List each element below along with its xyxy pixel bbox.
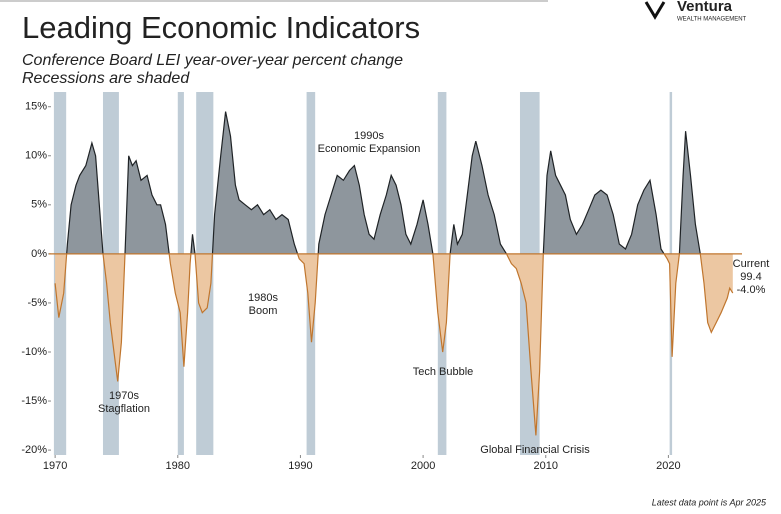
line: [66, 111, 701, 254]
x-tick-label: 1980: [166, 460, 190, 472]
y-tick-label: 10%: [25, 150, 47, 162]
annotation: Global Financial Crisis: [480, 444, 590, 456]
subtitle: Recessions are shaded: [22, 70, 190, 87]
y-tick-label: -15%: [21, 395, 47, 407]
chart-title: Leading Economic Indicators: [22, 10, 420, 45]
subtitle: Conference Board LEI year-over-year perc…: [22, 52, 403, 69]
annotation: 99.4: [740, 271, 761, 283]
x-tick-label: 2000: [411, 460, 435, 472]
x-tick-label: 2010: [534, 460, 558, 472]
x-tick-label: 1970: [43, 460, 67, 472]
brand: Ventura: [677, 0, 733, 15]
annotation: Tech Bubble: [413, 366, 474, 378]
area: [55, 253, 733, 436]
annotation: Current: [733, 258, 770, 270]
y-tick-label: 5%: [31, 199, 47, 211]
y-tick-label: 0%: [31, 248, 47, 260]
annotation: Stagflation: [98, 403, 150, 415]
annotation: 1980s: [248, 292, 278, 304]
footnote: Latest data point is Apr 2025: [652, 497, 767, 507]
area: [55, 111, 733, 254]
y-tick-label: -20%: [21, 444, 47, 456]
x-tick-label: 1990: [288, 460, 312, 472]
annotation: Boom: [249, 305, 278, 317]
x-tick-label: 2020: [656, 460, 680, 472]
logo-mark: [644, 1, 666, 20]
y-tick-label: -5%: [27, 297, 47, 309]
annotation: Economic Expansion: [318, 143, 421, 155]
annotation: 1970s: [109, 390, 139, 402]
y-tick-label: 15%: [25, 101, 47, 113]
brand-sub: WEALTH MANAGEMENT: [677, 17, 747, 23]
annotation: 1990s: [354, 130, 384, 142]
annotation: -4.0%: [737, 284, 766, 296]
y-tick-label: -10%: [21, 346, 47, 358]
line: [54, 253, 734, 436]
